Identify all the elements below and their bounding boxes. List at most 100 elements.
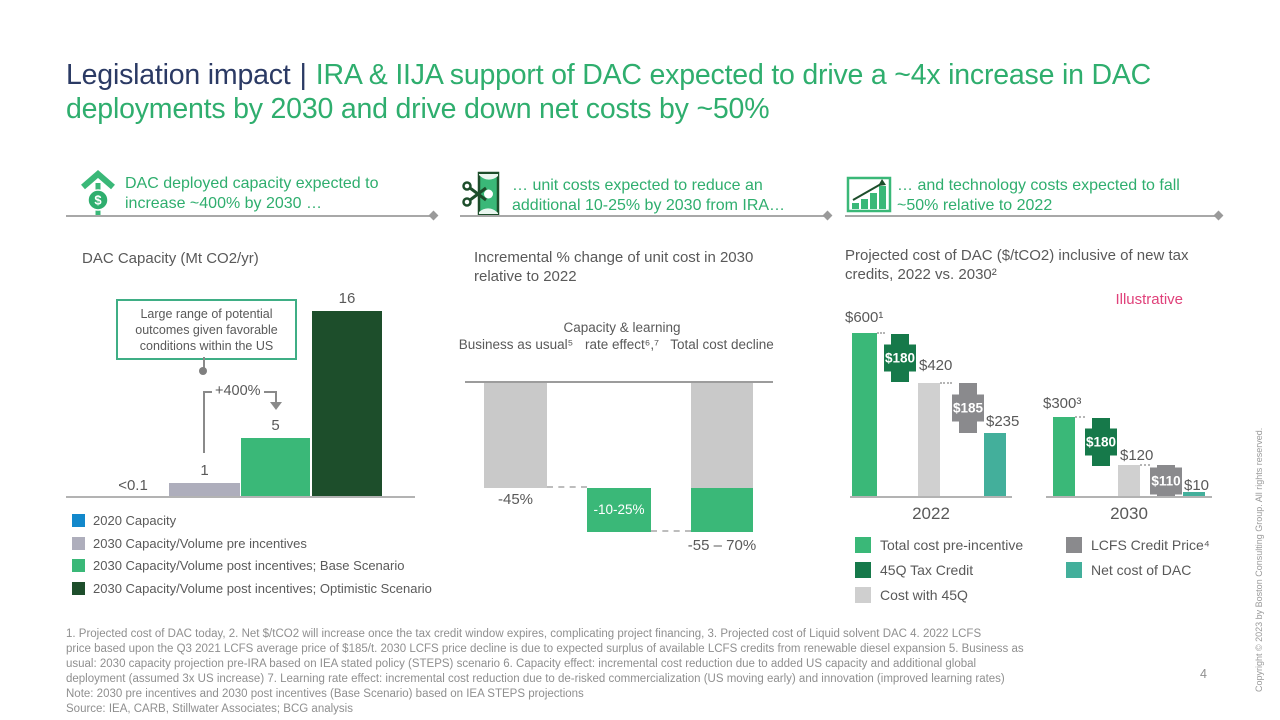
footnote-line: price based upon the Q3 2021 LCFS averag… bbox=[66, 643, 1024, 655]
growth-bracket-right bbox=[275, 391, 277, 402]
legend-label: 2030 Capacity/Volume post incentives; Op… bbox=[93, 581, 432, 596]
cost-start-2022: $600¹ bbox=[845, 309, 884, 326]
chart1-title: DAC Capacity (Mt CO2/yr) bbox=[82, 250, 259, 267]
chart2-baseline bbox=[465, 381, 773, 383]
chart3-axis-2022 bbox=[850, 496, 1012, 498]
chart3-axis-2030 bbox=[1046, 496, 1212, 498]
cross-lcfs-2022: $185 bbox=[952, 383, 984, 433]
cross-45q-2030: $180 bbox=[1085, 418, 1117, 466]
footnotes: 1. Projected cost of DAC today, 2. Net $… bbox=[66, 627, 1024, 717]
page-title: Legislation impact | IRA & IIJA support of… bbox=[66, 58, 1224, 126]
x-label-2030: 2030 bbox=[1110, 504, 1148, 523]
growth-label: +400% bbox=[212, 383, 264, 399]
bar-precost-2022 bbox=[852, 333, 877, 498]
chart2-title: Incremental % change of unit cost in 203… bbox=[474, 249, 754, 285]
cost-mid-2030: $120 bbox=[1120, 447, 1154, 464]
wf-dotted-connector bbox=[940, 382, 952, 384]
annotation-connector bbox=[203, 357, 205, 368]
wf-bar-capacity: -10-25% bbox=[587, 488, 651, 532]
source-line: Source: IEA, CARB, Stillwater Associates… bbox=[66, 703, 353, 715]
legend-label: 2020 Capacity bbox=[93, 513, 177, 528]
wf-header-capacity: Capacity & learning rate effect⁶,⁷ bbox=[563, 320, 681, 352]
bar-label-base: 5 bbox=[271, 417, 280, 434]
tracker-col1-label: DAC deployed capacity expected to increa… bbox=[125, 175, 379, 212]
wf-connector bbox=[547, 486, 587, 488]
bar-base-scenario bbox=[241, 438, 310, 496]
cost-mid-2022: $420 bbox=[919, 357, 953, 374]
footnote-line: deployment (assumed 3x US increase) 7. L… bbox=[66, 673, 1005, 685]
wf-bar-total-gray bbox=[691, 383, 753, 488]
bar-label-optimistic: 16 bbox=[338, 290, 356, 307]
legend-label: 45Q Tax Credit bbox=[880, 562, 974, 578]
bar-label-pre: 1 bbox=[200, 462, 209, 479]
wf-bar-bau bbox=[484, 383, 547, 488]
credit-label: $180 bbox=[1085, 434, 1117, 450]
copyright-text: Copyright © 2023 by Boston Consulting Gr… bbox=[1254, 427, 1264, 692]
wf-dotted-connector bbox=[877, 332, 885, 334]
bar-cost45q-2022 bbox=[918, 383, 940, 496]
chart1-axis bbox=[66, 496, 415, 498]
legend-label: Net cost of DAC bbox=[1091, 562, 1192, 578]
diamond-end-icon bbox=[1213, 210, 1224, 221]
wf-label-total: -55 – 70% bbox=[687, 537, 757, 554]
footnote-line: usual: 2030 capacity projection pre-IRA … bbox=[66, 658, 977, 670]
legend-label: 2030 Capacity/Volume pre incentives bbox=[93, 536, 307, 551]
wf-header-bau: Business as usual⁵ bbox=[458, 337, 574, 352]
bar-precost-2030 bbox=[1053, 417, 1075, 496]
wf-bar-total-green bbox=[691, 488, 753, 532]
legend-label: Total cost pre-incentive bbox=[880, 537, 1024, 553]
title-main: IRA & IIJA support of DAC expected to dr… bbox=[66, 59, 1152, 125]
footnote-line: 1. Projected cost of DAC today, 2. Net $… bbox=[66, 628, 982, 640]
wf-label-capacity: -10-25% bbox=[593, 502, 645, 517]
legend-swatch-2020 bbox=[72, 514, 85, 527]
price-up-icon: $ bbox=[81, 170, 115, 215]
legend-swatch-precost bbox=[855, 537, 871, 553]
cost-end-2030: $10 bbox=[1184, 477, 1210, 494]
tracker-col2-label: … unit costs expected to reduce an addit… bbox=[512, 177, 786, 214]
legend-swatch-base bbox=[72, 559, 85, 572]
cross-lcfs-2030: $110 bbox=[1150, 465, 1182, 496]
bar-label-2020: <0.1 bbox=[118, 477, 148, 494]
down-arrow-icon bbox=[270, 402, 282, 410]
legend-swatch-pre bbox=[72, 537, 85, 550]
tracker-col3-label: … and technology costs expected to fall … bbox=[897, 177, 1180, 214]
legend-swatch-cost45q bbox=[855, 587, 871, 603]
wf-dotted-connector bbox=[1075, 416, 1085, 418]
legend-swatch-lcfs bbox=[1066, 537, 1082, 553]
legend-label: LCFS Credit Price⁴ bbox=[1091, 537, 1210, 553]
chart3-title: Projected cost of DAC ($/tCO2) inclusive… bbox=[845, 247, 1189, 283]
legend-swatch-netcost bbox=[1066, 562, 1082, 578]
bar-cost45q-2030 bbox=[1118, 465, 1140, 496]
wf-label-bau: -45% bbox=[497, 491, 534, 508]
legend-swatch-optimistic bbox=[72, 582, 85, 595]
annotation-dot bbox=[199, 367, 207, 375]
diamond-end-icon bbox=[428, 210, 439, 221]
bar-pre-incentives bbox=[169, 483, 240, 496]
cross-45q-2022: $180 bbox=[884, 334, 916, 382]
title-prefix: Legislation impact bbox=[66, 59, 291, 91]
legend-swatch-45q bbox=[855, 562, 871, 578]
bar-netcost-2030 bbox=[1183, 492, 1205, 496]
wf-header-total: Total cost decline bbox=[670, 337, 774, 352]
illustrative-tag: Illustrative bbox=[1115, 291, 1183, 308]
note-line: Note: 2030 pre incentives and 2030 post … bbox=[66, 688, 584, 700]
tracker-col1-line bbox=[66, 215, 434, 217]
bar-netcost-2022 bbox=[984, 433, 1006, 496]
page-number: 4 bbox=[1200, 667, 1207, 681]
cost-end-2022: $235 bbox=[986, 413, 1020, 430]
growth-chart-icon bbox=[846, 176, 892, 213]
credit-label: $180 bbox=[884, 350, 916, 366]
bar-optimistic-scenario bbox=[312, 311, 382, 496]
cut-cost-icon bbox=[462, 171, 500, 217]
wf-dotted-connector bbox=[1140, 464, 1150, 466]
chart1-annotation-box: Large range of potential outcomes given … bbox=[116, 299, 297, 360]
credit-label: $185 bbox=[952, 400, 984, 416]
wf-connector bbox=[651, 530, 691, 532]
growth-bracket-left bbox=[203, 391, 205, 453]
legend-label: 2030 Capacity/Volume post incentives; Ba… bbox=[93, 558, 405, 573]
cost-start-2030: $300³ bbox=[1043, 395, 1082, 412]
credit-label: $110 bbox=[1151, 473, 1181, 488]
title-separator: | bbox=[299, 59, 307, 91]
tracker-col3-line bbox=[845, 215, 1219, 217]
